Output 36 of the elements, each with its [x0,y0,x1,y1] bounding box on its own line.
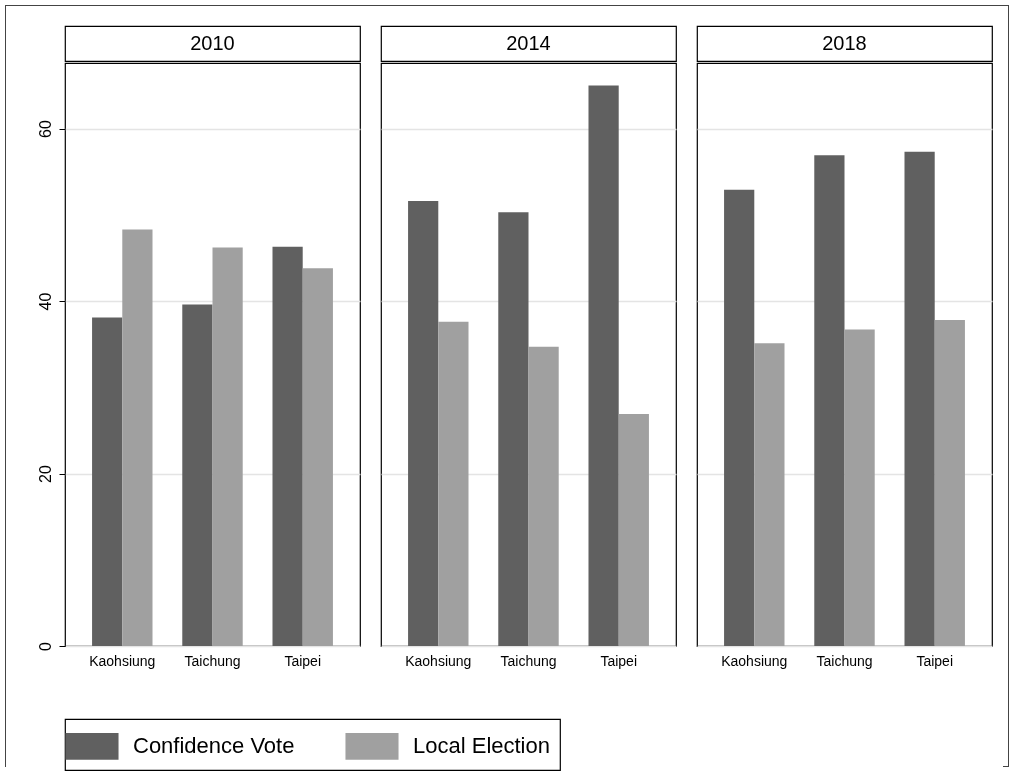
chart-title: 2014 [506,31,551,54]
bar [904,151,935,646]
y-tick-label: 20 [36,465,54,483]
bar [498,212,529,646]
bar [814,155,845,646]
y-tick-label: 40 [36,292,54,311]
x-tick-label: Taichung [816,652,873,669]
bar [844,329,875,646]
bar [438,321,469,646]
x-tick-label: Kaohsiung [89,652,156,669]
bar [618,414,649,646]
y-tick-label: 60 [36,120,54,138]
y-tick-label: 0 [36,641,54,651]
bar [302,268,333,646]
bar [212,247,243,646]
bar [408,200,439,646]
x-tick-label: Taichung [184,652,241,669]
x-tick-label: Taipei [284,652,322,669]
bar [528,346,559,646]
x-tick-label: Taipei [916,652,954,669]
bar [934,320,965,646]
bar [92,317,123,646]
chart-title: 2018 [822,31,867,54]
bar [754,343,785,646]
legend-label: Confidence Vote [133,733,295,759]
x-tick-label: Kaohsiung [721,652,788,669]
legend-label: Local Election [413,733,550,759]
bar [272,246,303,646]
x-tick-label: Taipei [600,652,638,669]
bar [122,229,153,646]
bar [724,189,755,646]
x-tick-label: Kaohsiung [405,652,472,669]
bar [182,304,213,646]
chart-title: 2010 [190,31,235,54]
bar [588,85,619,646]
x-tick-label: Taichung [500,652,557,669]
